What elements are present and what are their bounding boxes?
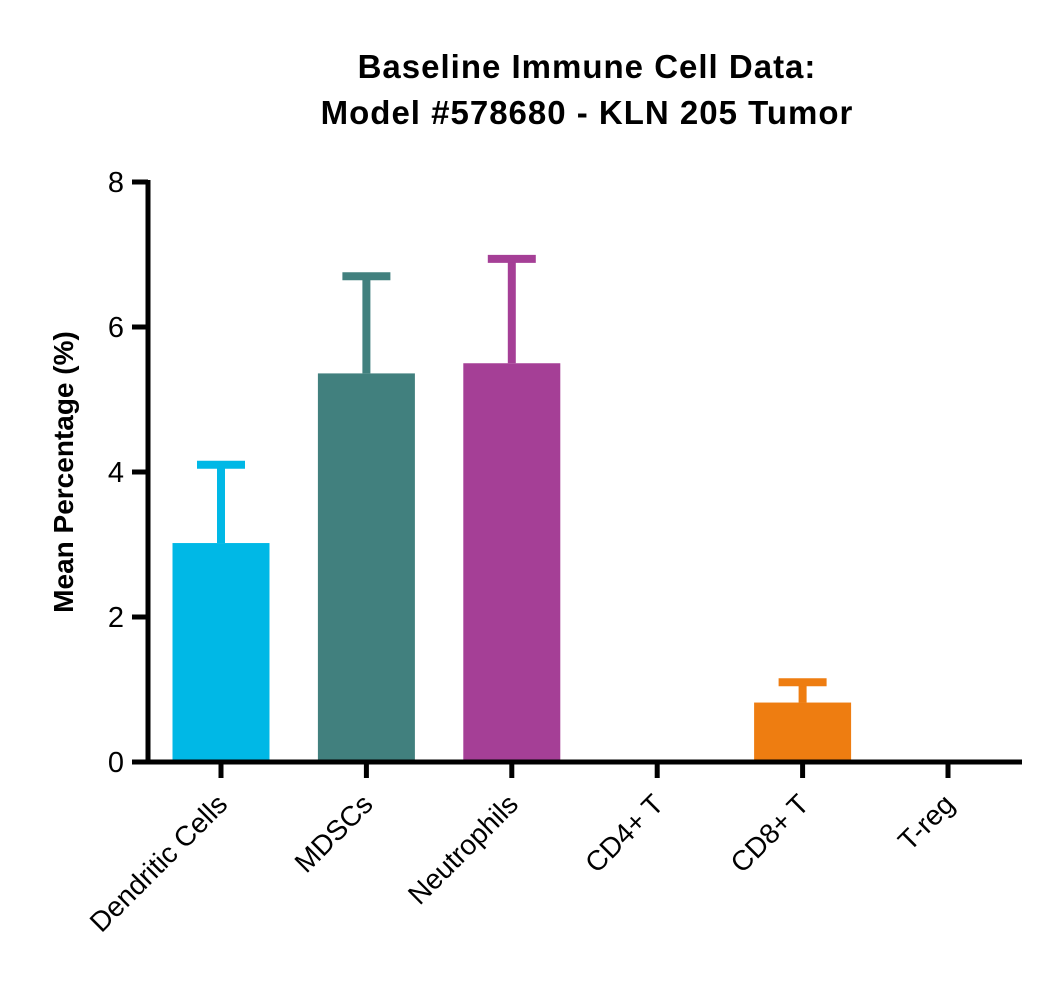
y-tick-label-3: 6 bbox=[108, 312, 124, 344]
chart-title-line-1: Baseline Immune Cell Data: bbox=[358, 48, 817, 85]
bars-group bbox=[172, 363, 852, 762]
x-tick-label-1: MDSCs bbox=[289, 788, 379, 878]
bar-0 bbox=[172, 543, 270, 762]
y-tick-label-4: 8 bbox=[108, 167, 124, 199]
x-tick-label-4: CD8+ T bbox=[725, 788, 815, 878]
x-ticks-group: Dendritic Cells MDSCs Neutrophils CD4+ T CD8… bbox=[84, 762, 960, 938]
x-tick-label-5: T-reg bbox=[892, 788, 960, 856]
y-axis-label: Mean Percentage (%) bbox=[48, 331, 79, 613]
x-tick-label-2: Neutrophils bbox=[402, 788, 524, 910]
error-bars-group bbox=[197, 254, 827, 703]
bar-2 bbox=[463, 363, 561, 762]
chart-title-line-2: Model #578680 - KLN 205 Tumor bbox=[321, 94, 854, 131]
y-tick-label-1: 2 bbox=[108, 602, 124, 634]
y-tick-label-0: 0 bbox=[108, 747, 124, 779]
x-tick-label-0: Dendritic Cells bbox=[84, 788, 234, 938]
x-tick-label-3: CD4+ T bbox=[579, 788, 669, 878]
y-tick-label-2: 4 bbox=[108, 457, 124, 489]
bar-1 bbox=[317, 373, 415, 762]
y-ticks-group: 0 2 4 6 8 bbox=[108, 167, 148, 779]
bar-4 bbox=[754, 702, 852, 762]
axes-group bbox=[145, 180, 1022, 765]
